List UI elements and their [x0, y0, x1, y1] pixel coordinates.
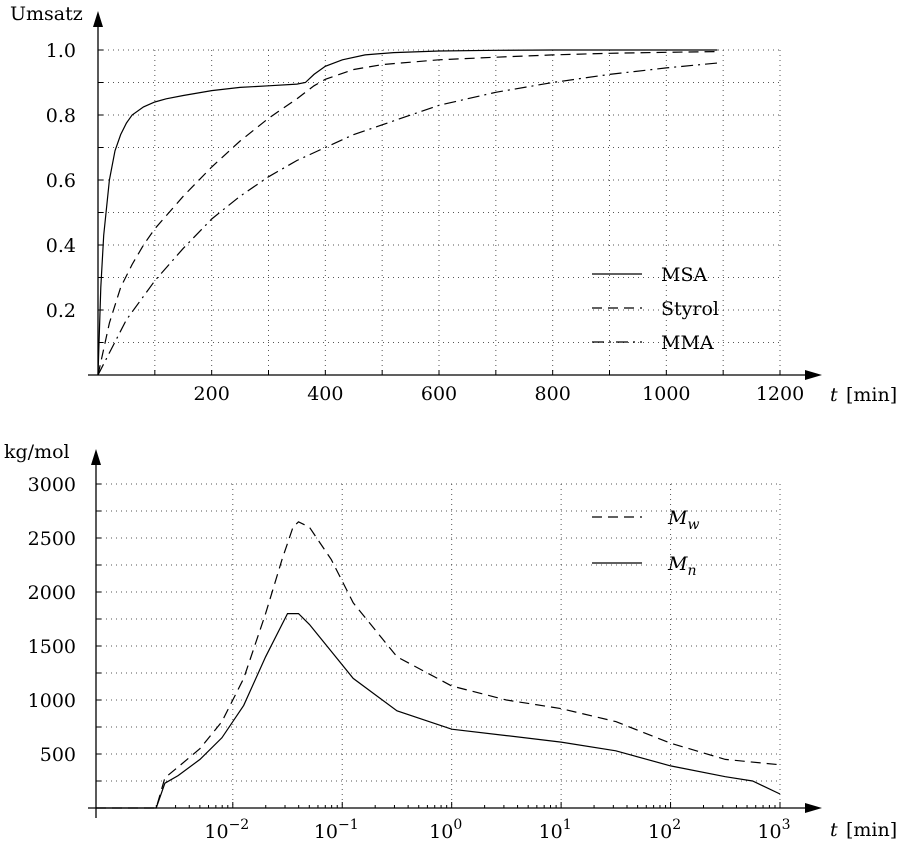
y-tick-label: 1000: [28, 690, 76, 712]
y-axis-label: kg/mol: [4, 441, 70, 463]
y-tick-label: 0.2: [46, 300, 76, 322]
legend-subscript: n: [687, 563, 696, 579]
legend-label: Styrol: [661, 298, 719, 320]
y-tick-label: 2000: [28, 582, 76, 604]
x-tick-label: 800: [535, 383, 571, 405]
y-tick-label: 0.6: [46, 170, 76, 192]
legend-symbol: M: [667, 553, 688, 575]
x-tick-label: 600: [421, 383, 457, 405]
axes: [88, 11, 822, 380]
x-tick-base: 10: [648, 821, 672, 843]
x-tick-exponent: −1: [338, 817, 359, 833]
legend-symbol: M: [667, 507, 688, 529]
x-axis-label-unit: [min]: [846, 384, 897, 406]
x-tick-base: 10: [429, 821, 453, 843]
grid: [98, 49, 781, 375]
series-line-styrol: [97, 51, 718, 376]
x-tick-label: 1000: [642, 383, 690, 405]
legend-label: MSA: [661, 264, 707, 286]
x-tick-base: 10: [314, 821, 338, 843]
x-axis-label-unit: [min]: [846, 819, 897, 841]
series-line-mma: [97, 62, 718, 376]
x-tick-exponent: 3: [782, 817, 791, 833]
x-tick-label: 10−1: [314, 817, 359, 843]
x-tick-label: 103: [757, 817, 790, 843]
y-tick-label: 500: [40, 744, 76, 766]
series-lines: [96, 521, 781, 809]
x-tick-label: 10−2: [204, 817, 249, 843]
y-axis-label: Umsatz: [10, 3, 83, 25]
x-tick-label: 100: [429, 817, 462, 843]
series-lines: [97, 49, 718, 376]
series-line-msa: [97, 49, 718, 376]
x-axis-arrow: [805, 370, 822, 380]
y-tick-label: 2500: [28, 528, 76, 550]
y-axis-arrow: [93, 11, 103, 27]
y-axis-arrow: [91, 449, 101, 465]
series-line-mw: [96, 521, 781, 809]
y-tick-label: 1.0: [46, 40, 76, 62]
x-axis-arrow: [805, 803, 822, 813]
x-tick-label: 400: [307, 383, 343, 405]
grid: [96, 483, 781, 808]
legend-subscript: w: [687, 517, 699, 533]
legend-label: Mw: [667, 507, 699, 533]
conversion-chart: 0.2 0.4 0.6 0.8 1.0 200 400 600 800 1000 1200 Umsat…: [10, 3, 897, 406]
x-tick-label: 200: [194, 383, 230, 405]
x-axis-label-symbol: t: [830, 819, 838, 841]
y-tick-label: 0.8: [46, 105, 76, 127]
y-tick-label: 1500: [28, 636, 76, 658]
x-tick-label: 101: [539, 817, 572, 843]
x-tick-exponent: 1: [563, 817, 572, 833]
x-tick-exponent: 0: [453, 817, 462, 833]
x-tick-exponent: 2: [672, 817, 681, 833]
x-tick-base: 10: [757, 821, 781, 843]
series-line-mn: [96, 613, 781, 809]
x-tick-base: 10: [539, 821, 563, 843]
x-tick-exponent: −2: [229, 817, 250, 833]
x-tick-label: 102: [648, 817, 681, 843]
legend: MSA Styrol MMA: [592, 264, 719, 354]
legend-label: Mn: [667, 553, 697, 579]
y-tick-label: 0.4: [46, 235, 76, 257]
x-tick-base: 10: [204, 821, 228, 843]
y-tick-label: 3000: [28, 474, 76, 496]
tick-labels: 0.2 0.4 0.6 0.8 1.0 200 400 600 800 1000 1200 Umsat…: [10, 3, 897, 406]
axes: [88, 449, 822, 818]
x-tick-label: 1200: [756, 383, 804, 405]
legend-label: MMA: [661, 332, 714, 354]
x-axis-label-symbol: t: [830, 384, 838, 406]
